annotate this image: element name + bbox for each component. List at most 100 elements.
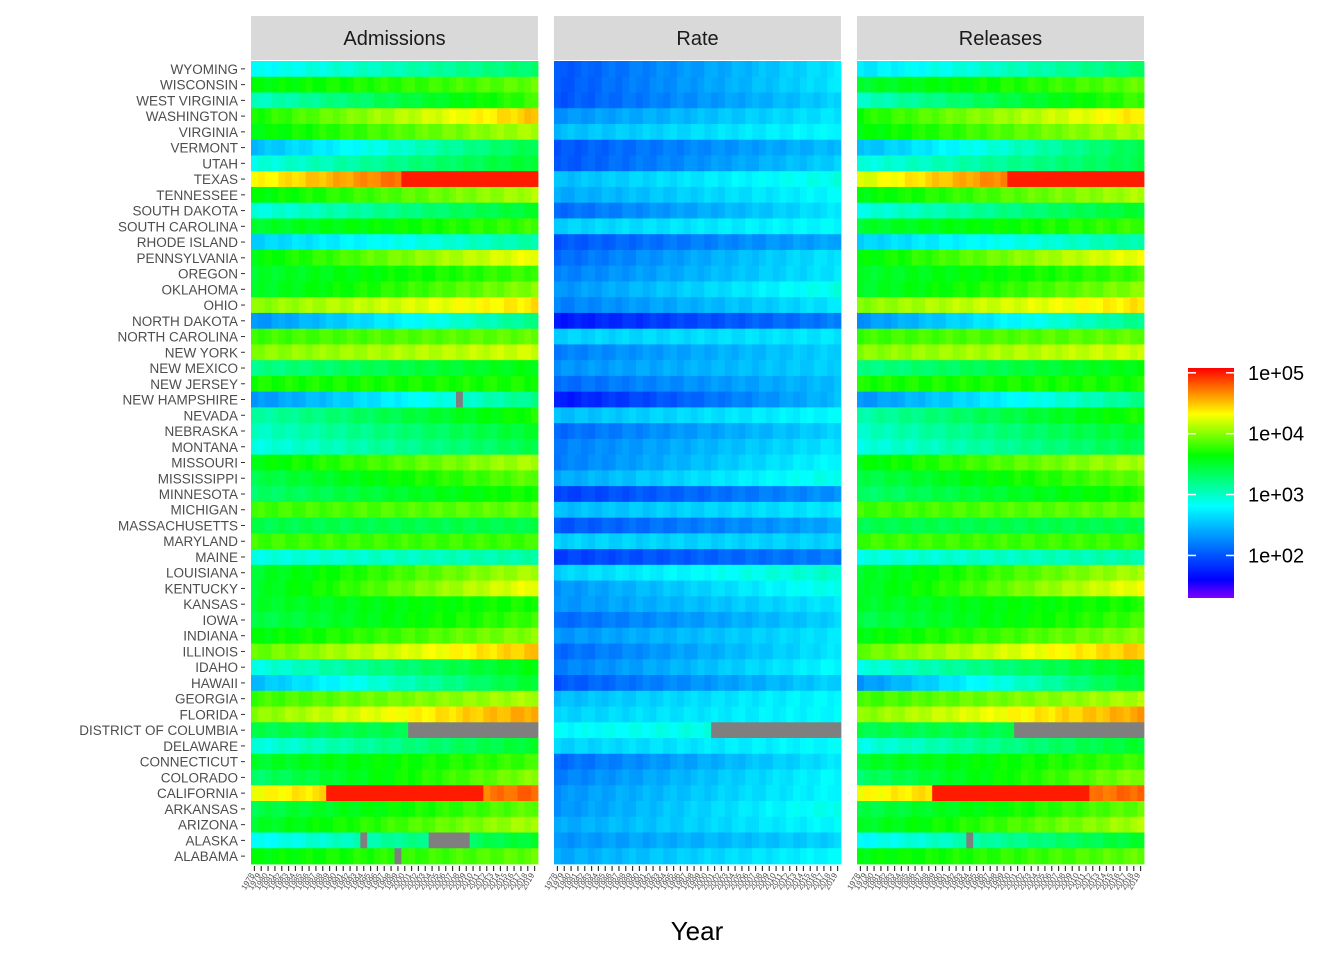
heat-cell — [711, 533, 719, 550]
heat-cell — [367, 186, 375, 204]
heat-cell — [656, 360, 664, 377]
heat-cell — [690, 785, 698, 802]
heat-cell — [581, 643, 589, 660]
heat-cell — [759, 249, 767, 267]
heat-cell — [401, 753, 409, 770]
heat-cell — [1027, 249, 1036, 267]
heat-cell — [574, 753, 582, 770]
heat-cell — [469, 108, 477, 125]
heat-cell — [759, 517, 767, 534]
heat-cell — [629, 123, 637, 141]
heat-cell — [469, 486, 477, 503]
heat-cell — [779, 360, 787, 377]
heat-cell — [380, 612, 389, 629]
heat-cell — [1096, 234, 1104, 251]
heat-cell — [524, 801, 532, 818]
heat-cell — [629, 234, 637, 251]
heat-cell — [456, 675, 464, 692]
heat-cell — [435, 470, 443, 487]
heat-cell — [820, 470, 828, 487]
heat-cell — [670, 816, 678, 833]
heat-cell — [800, 92, 808, 109]
heat-cell — [765, 375, 774, 393]
heat-cell — [601, 706, 610, 723]
heat-cell — [752, 612, 760, 629]
heat-cell — [462, 123, 471, 141]
heat-cell — [476, 281, 484, 298]
heat-cell — [786, 785, 794, 802]
heat-cell — [415, 769, 423, 786]
heat-cell — [779, 675, 787, 692]
heat-cell — [278, 486, 286, 503]
heat-cell — [503, 328, 512, 345]
heat-cell — [326, 123, 334, 141]
heat-cell — [649, 76, 657, 93]
heat-cell — [663, 423, 671, 440]
heat-cell — [442, 675, 450, 692]
heat-cell — [333, 155, 341, 172]
heat-cell — [401, 281, 409, 298]
heat-cell — [574, 186, 582, 204]
heat-cell — [697, 564, 705, 581]
heat-cell — [649, 391, 657, 408]
heat-cell — [820, 596, 828, 613]
heat-cell — [367, 769, 375, 786]
heat-cell — [517, 580, 525, 597]
heat-cell — [1130, 218, 1138, 235]
heat-cell — [800, 76, 808, 93]
heat-cell — [786, 675, 794, 692]
heat-cell — [834, 659, 842, 676]
heat-cell — [834, 155, 842, 172]
heat-cell — [251, 234, 259, 251]
heat-cell — [759, 501, 767, 519]
heat-cell — [503, 155, 512, 172]
heat-cell — [857, 202, 865, 219]
heat-cell — [800, 123, 808, 141]
heat-cell — [531, 202, 539, 219]
heat-cell — [1123, 202, 1131, 219]
heat-cell — [622, 281, 630, 298]
heat-cell — [360, 438, 368, 456]
heat-cell — [449, 533, 457, 550]
heat-cell — [820, 297, 828, 314]
heat-cell — [1000, 234, 1008, 251]
heat-cell — [510, 580, 518, 597]
heat-cell — [346, 312, 354, 330]
heat-cell — [367, 848, 375, 865]
heat-cell — [711, 423, 719, 440]
heat-cell — [663, 249, 671, 267]
heat-cell — [629, 816, 637, 833]
heat-cell — [683, 627, 692, 644]
heat-cell — [333, 123, 341, 141]
heat-cell — [257, 407, 266, 424]
heat-cell — [745, 186, 753, 204]
x-ticks-admissions: 1978197919801981198219831984198519861987… — [239, 866, 537, 891]
heat-cell — [435, 171, 443, 188]
heat-cell — [305, 722, 313, 739]
heat-cell — [806, 391, 815, 408]
heat-cell — [1130, 123, 1138, 141]
heat-cell — [483, 171, 491, 188]
heat-cell — [490, 297, 498, 314]
heat-cell — [711, 92, 719, 109]
heat-cell — [298, 139, 307, 156]
heat-cell — [731, 564, 739, 581]
heat-cell — [952, 171, 960, 188]
heat-cell — [649, 627, 657, 644]
heat-cell — [483, 486, 491, 503]
heat-cell — [264, 139, 272, 156]
heat-cell — [374, 438, 382, 456]
heat-cell — [503, 407, 512, 424]
heat-cell — [793, 297, 801, 314]
heat-cell — [476, 580, 484, 597]
heat-cell — [663, 92, 671, 109]
heat-cell — [779, 470, 787, 487]
heat-cell — [503, 596, 512, 613]
heat-cell — [993, 202, 1001, 219]
heat-cell — [360, 486, 368, 503]
heat-cell — [588, 612, 596, 629]
heat-cell — [285, 549, 293, 566]
heat-cell — [704, 675, 712, 692]
heat-cell — [387, 123, 395, 141]
heat-cell — [731, 186, 739, 204]
